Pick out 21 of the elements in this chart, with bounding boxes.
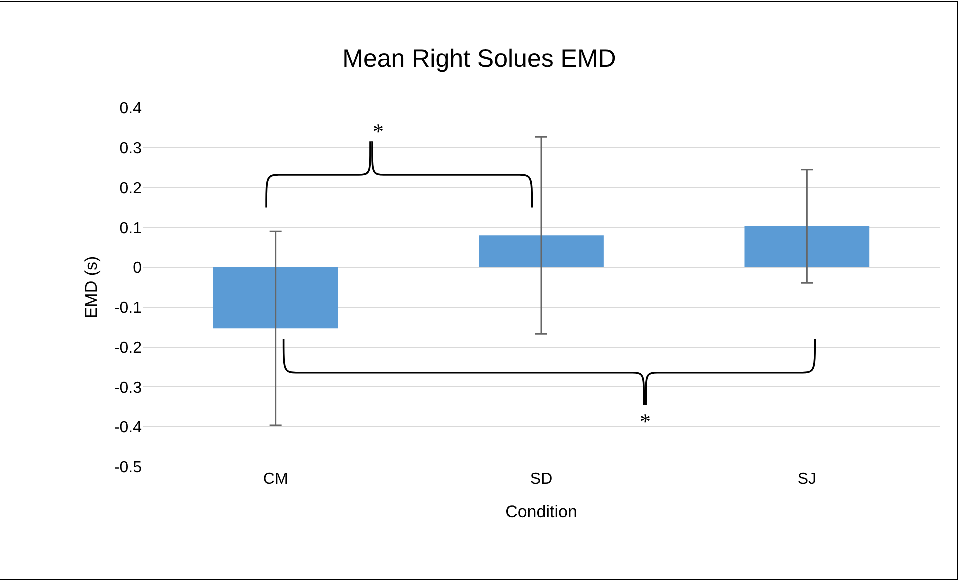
y-tick-label: 0.3 — [120, 140, 142, 158]
y-tick-label: -0.1 — [114, 300, 142, 318]
x-tick-label: SJ — [798, 471, 817, 488]
bar — [213, 268, 338, 329]
bar — [744, 226, 870, 268]
annotation: * — [373, 119, 384, 144]
x-tick-label: CM — [263, 471, 288, 488]
bar — [479, 236, 604, 268]
y-tick-label: 0.2 — [120, 180, 142, 198]
y-tick-label: -0.4 — [114, 420, 142, 437]
y-tick-label: -0.5 — [114, 460, 142, 477]
x-axis-title: Condition — [506, 502, 578, 522]
y-axis-title: EMD (s) — [82, 256, 101, 319]
y-tick-label: -0.2 — [114, 340, 142, 357]
y-tick-label: 0 — [133, 260, 142, 278]
x-tick-label: SD — [530, 471, 553, 488]
y-tick-label: 0.4 — [120, 100, 142, 118]
annotation: * — [640, 409, 651, 434]
y-tick-label: 0.1 — [120, 220, 142, 238]
y-tick-label: -0.3 — [114, 380, 142, 397]
chart-title: Mean Right Solues EMD — [342, 44, 616, 73]
